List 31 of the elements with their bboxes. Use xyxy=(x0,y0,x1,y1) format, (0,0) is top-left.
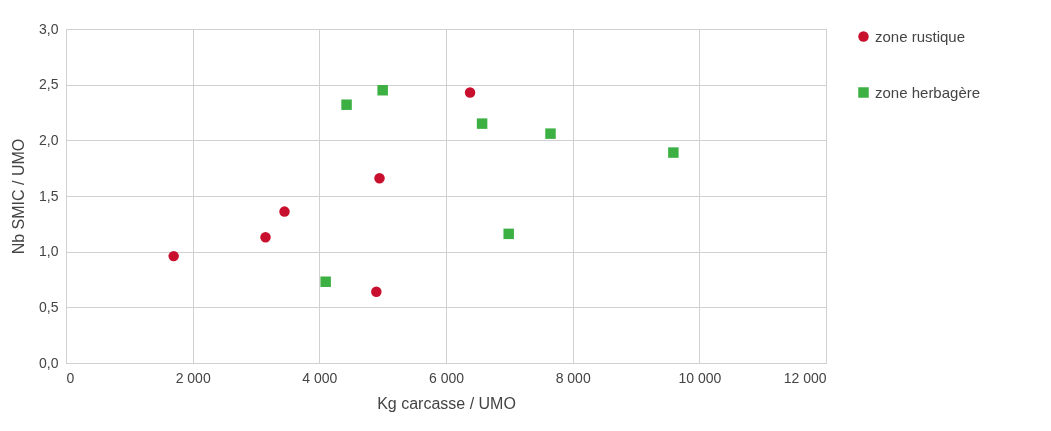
x-axis-title: Kg carcasse / UMO xyxy=(377,394,516,412)
point xyxy=(374,172,385,184)
y-axis-title: Nb SMIC / UMO xyxy=(10,138,28,255)
point xyxy=(371,286,382,297)
point xyxy=(168,250,179,262)
x-tick-label: 10 000 xyxy=(678,369,722,386)
x-tick-label: 8 000 xyxy=(555,369,591,386)
point xyxy=(668,147,679,158)
y-tick-label: 1,5 xyxy=(39,187,59,204)
x-tick-label: 2 000 xyxy=(175,369,211,386)
point xyxy=(341,99,352,110)
x-tick-label: 4 000 xyxy=(302,369,338,386)
point xyxy=(279,206,290,217)
y-tick-label: 2,5 xyxy=(39,76,59,93)
point xyxy=(545,128,556,139)
point xyxy=(503,228,514,240)
point xyxy=(476,118,488,129)
y-tick-label: 3,0 xyxy=(39,20,59,37)
x-tick-label: 6 000 xyxy=(428,369,465,386)
legend-label: zone rustique xyxy=(875,27,966,45)
point xyxy=(377,84,388,96)
point xyxy=(320,276,331,287)
legend-label: zone herbagère xyxy=(875,83,981,101)
point xyxy=(260,231,271,243)
y-tick-label: 0,0 xyxy=(39,354,59,371)
y-tick-label: 1,0 xyxy=(39,243,59,260)
y-tick-label: 2,0 xyxy=(39,131,59,148)
y-tick-label: 0,5 xyxy=(39,298,59,315)
x-tick-label: 0 xyxy=(66,369,75,386)
x-tick-label: 12 000 xyxy=(783,369,827,386)
point xyxy=(464,87,476,98)
